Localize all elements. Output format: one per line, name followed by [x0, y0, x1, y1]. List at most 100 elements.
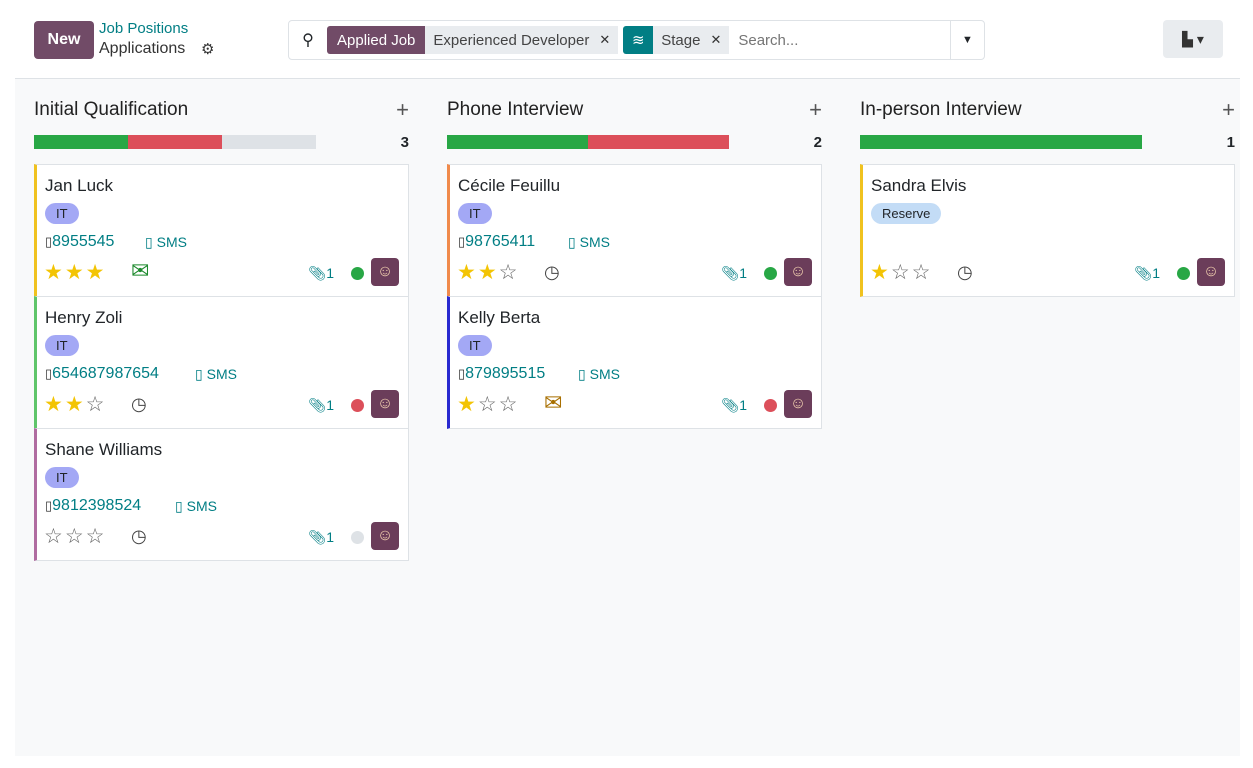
sms-link[interactable]: ▯ SMS — [578, 366, 620, 383]
star-filled-icon[interactable]: ★ — [64, 393, 86, 416]
clock-icon[interactable]: ◷ — [957, 262, 973, 282]
tag-badge: IT — [45, 335, 79, 356]
kanban-state-dot[interactable] — [351, 267, 364, 280]
kanban-view-button[interactable]: ▙ ▾ — [1163, 20, 1223, 58]
clock-icon[interactable]: ◷ — [544, 262, 560, 282]
kanban-board: Initial Qualification +3 Jan Luck IT ▯895554… — [15, 78, 1240, 756]
progress-green[interactable] — [860, 135, 1142, 149]
avatar[interactable]: ☺ — [371, 522, 399, 550]
star-empty-icon[interactable]: ☆ — [890, 261, 912, 284]
phone-link[interactable]: ▯654687987654 — [45, 365, 159, 383]
priority-stars[interactable]: ★★☆ — [44, 392, 106, 417]
progress-green[interactable] — [447, 135, 588, 149]
kanban-state-dot[interactable] — [764, 399, 777, 412]
phone-link[interactable]: ▯8955545 — [45, 233, 114, 251]
add-card-button[interactable]: + — [1222, 97, 1235, 122]
star-empty-icon[interactable]: ☆ — [85, 393, 107, 416]
applicant-card[interactable]: Sandra Elvis Reserve ★☆☆ ◷ 📎︎1 ☺ — [860, 164, 1235, 297]
progress-green[interactable] — [34, 135, 128, 149]
star-empty-icon[interactable]: ☆ — [498, 393, 520, 416]
star-filled-icon[interactable]: ★ — [85, 261, 107, 284]
kanban-state-dot[interactable] — [351, 399, 364, 412]
add-card-button[interactable]: + — [809, 97, 822, 122]
priority-stars[interactable]: ★★☆ — [457, 260, 519, 285]
star-empty-icon[interactable]: ☆ — [911, 261, 933, 284]
progress-grey[interactable] — [222, 135, 316, 149]
kanban-state-dot[interactable] — [1177, 267, 1190, 280]
search-options-toggle[interactable]: ▼ — [950, 21, 984, 59]
breadcrumb-job-positions[interactable]: Job Positions — [99, 20, 189, 37]
phone-number[interactable]: 879895515 — [465, 365, 546, 382]
close-icon[interactable]: ✕ — [599, 32, 611, 47]
sms-label[interactable]: SMS — [579, 234, 610, 250]
avatar[interactable]: ☺ — [784, 390, 812, 418]
column-progress-bar[interactable] — [34, 135, 316, 149]
clock-icon[interactable]: ◷ — [131, 394, 147, 414]
phone-link[interactable]: ▯98765411 — [458, 233, 535, 251]
sms-link[interactable]: ▯ SMS — [175, 498, 217, 515]
avatar[interactable]: ☺ — [371, 258, 399, 286]
sms-link[interactable]: ▯ SMS — [568, 234, 610, 251]
star-empty-icon[interactable]: ☆ — [498, 261, 520, 284]
applicant-card[interactable]: Cécile Feuillu IT ▯98765411 ▯ SMS ★★☆ ◷ 📎︎1 ☺ — [447, 164, 822, 297]
phone-number[interactable]: 98765411 — [465, 233, 536, 250]
star-filled-icon[interactable]: ★ — [457, 393, 478, 416]
attachments-count[interactable]: 📎︎1 — [308, 265, 334, 282]
sms-label[interactable]: SMS — [156, 234, 187, 250]
avatar[interactable]: ☺ — [1197, 258, 1225, 286]
tag-badge: IT — [45, 467, 79, 488]
star-filled-icon[interactable]: ★ — [44, 393, 65, 416]
star-empty-icon[interactable]: ☆ — [477, 393, 499, 416]
column-progress-bar[interactable] — [447, 135, 729, 149]
star-filled-icon[interactable]: ★ — [44, 261, 65, 284]
new-button[interactable]: New — [34, 21, 94, 59]
clock-icon[interactable]: ◷ — [131, 526, 147, 546]
phone-link[interactable]: ▯9812398524 — [45, 497, 141, 515]
search-icon: ⚲ — [302, 32, 314, 49]
attachments-count[interactable]: 📎︎1 — [308, 397, 334, 414]
star-empty-icon[interactable]: ☆ — [85, 525, 107, 548]
avatar[interactable]: ☺ — [371, 390, 399, 418]
phone-number[interactable]: 654687987654 — [52, 365, 159, 382]
envelope-icon[interactable]: ✉ — [131, 258, 150, 283]
phone-number[interactable]: 9812398524 — [52, 497, 142, 514]
applicant-card[interactable]: Henry Zoli IT ▯654687987654 ▯ SMS ★★☆ ◷ 📎︎1 ☺ — [34, 296, 409, 429]
star-empty-icon[interactable]: ☆ — [64, 525, 86, 548]
sms-label[interactable]: SMS — [186, 498, 217, 514]
envelope-icon[interactable]: ✉ — [544, 390, 563, 415]
star-filled-icon[interactable]: ★ — [477, 261, 499, 284]
attachments-count[interactable]: 📎︎1 — [1134, 265, 1160, 282]
gear-icon[interactable]: ⚙ — [201, 41, 215, 58]
column-title: In-person Interview — [860, 99, 1022, 120]
search-input[interactable] — [734, 31, 950, 49]
star-filled-icon[interactable]: ★ — [64, 261, 86, 284]
avatar[interactable]: ☺ — [784, 258, 812, 286]
card-list: Cécile Feuillu IT ▯98765411 ▯ SMS ★★☆ ◷ 📎︎1 ☺ Ke… — [447, 164, 822, 429]
sms-label[interactable]: SMS — [589, 366, 620, 382]
priority-stars[interactable]: ☆☆☆ — [44, 524, 106, 549]
priority-stars[interactable]: ★☆☆ — [870, 260, 932, 285]
applicant-card[interactable]: Jan Luck IT ▯8955545 ▯ SMS ★★★ ✉ 📎︎1 ☺ — [34, 164, 409, 297]
priority-stars[interactable]: ★☆☆ — [457, 392, 519, 417]
attachments-count[interactable]: 📎︎1 — [721, 265, 747, 282]
applicant-card[interactable]: Kelly Berta IT ▯879895515 ▯ SMS ★☆☆ ✉ 📎︎1 ☺ — [447, 296, 822, 429]
star-empty-icon[interactable]: ☆ — [44, 525, 65, 548]
phone-link[interactable]: ▯879895515 — [458, 365, 545, 383]
star-filled-icon[interactable]: ★ — [457, 261, 478, 284]
column-progress-bar[interactable] — [860, 135, 1142, 149]
sms-label[interactable]: SMS — [206, 366, 237, 382]
star-filled-icon[interactable]: ★ — [870, 261, 891, 284]
progress-red[interactable] — [588, 135, 729, 149]
kanban-state-dot[interactable] — [351, 531, 364, 544]
applicant-card[interactable]: Shane Williams IT ▯9812398524 ▯ SMS ☆☆☆ ◷ 📎︎1 ☺ — [34, 428, 409, 561]
progress-red[interactable] — [128, 135, 222, 149]
close-icon[interactable]: ✕ — [710, 32, 722, 47]
attachments-count[interactable]: 📎︎1 — [308, 529, 334, 546]
sms-link[interactable]: ▯ SMS — [145, 234, 187, 251]
kanban-state-dot[interactable] — [764, 267, 777, 280]
attachments-count[interactable]: 📎︎1 — [721, 397, 747, 414]
add-card-button[interactable]: + — [396, 97, 409, 122]
sms-link[interactable]: ▯ SMS — [195, 366, 237, 383]
priority-stars[interactable]: ★★★ — [44, 260, 106, 285]
phone-number[interactable]: 8955545 — [52, 233, 115, 250]
